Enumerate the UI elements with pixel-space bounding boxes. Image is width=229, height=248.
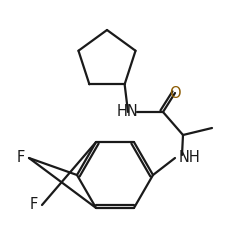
Text: F: F xyxy=(30,197,38,213)
Text: HN: HN xyxy=(117,104,138,120)
Text: F: F xyxy=(17,151,25,165)
Text: O: O xyxy=(169,86,180,100)
Text: NH: NH xyxy=(178,151,200,165)
